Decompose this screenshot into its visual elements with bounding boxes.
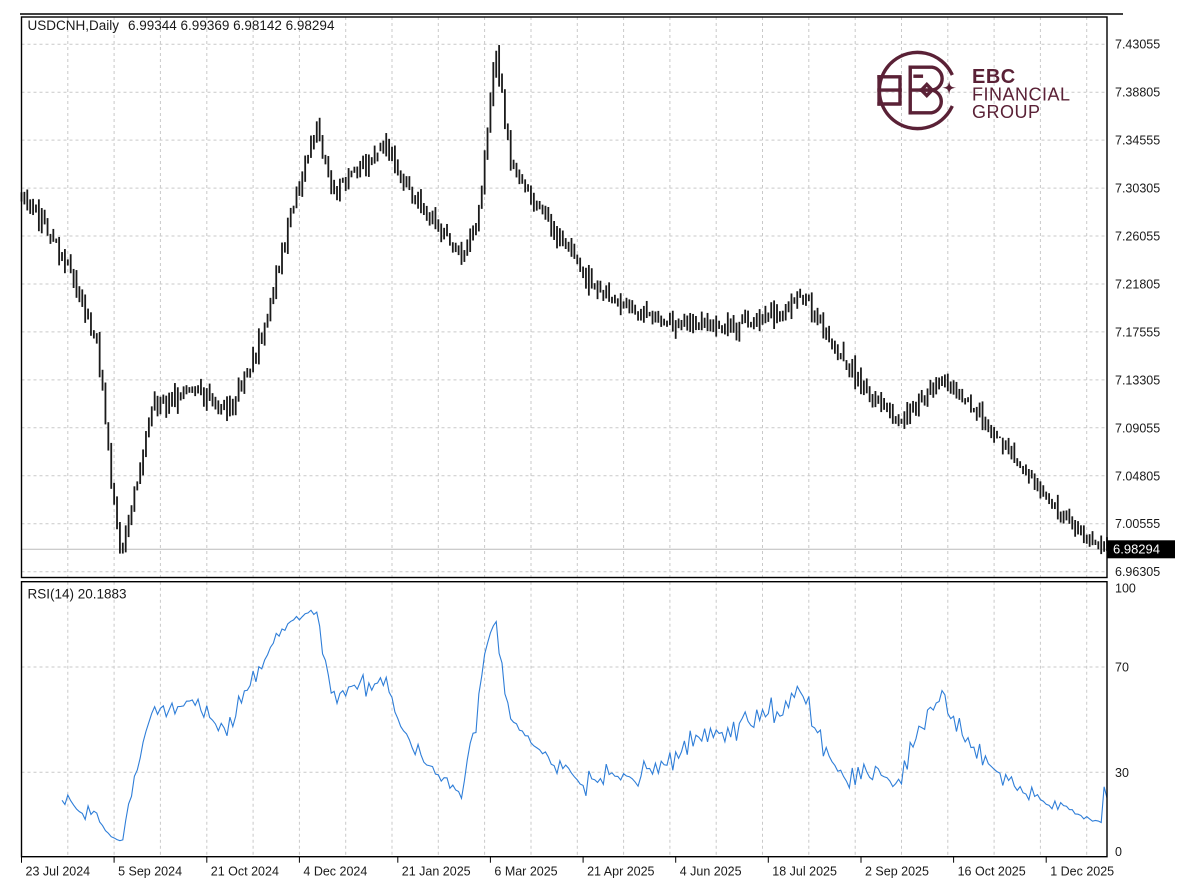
svg-text:4 Dec 2024: 4 Dec 2024 [303,865,367,879]
svg-text:5 Sep 2024: 5 Sep 2024 [118,865,182,879]
svg-text:7.26055: 7.26055 [1115,230,1160,244]
svg-text:1 Dec 2025: 1 Dec 2025 [1050,865,1114,879]
svg-text:4 Jun 2025: 4 Jun 2025 [680,865,742,879]
svg-text:21 Jan 2025: 21 Jan 2025 [402,865,471,879]
svg-text:23 Jul 2024: 23 Jul 2024 [26,865,91,879]
svg-text:7.38805: 7.38805 [1115,86,1160,100]
svg-text:6.98294: 6.98294 [1113,541,1160,556]
svg-text:7.17555: 7.17555 [1115,325,1160,339]
svg-text:7.21805: 7.21805 [1115,278,1160,292]
svg-text:7.09055: 7.09055 [1115,421,1160,435]
svg-text:2 Sep 2025: 2 Sep 2025 [865,865,929,879]
svg-text:21 Apr 2025: 21 Apr 2025 [587,865,654,879]
svg-text:RSI(14) 20.1883: RSI(14) 20.1883 [28,587,127,602]
svg-text:USDCNH,Daily: USDCNH,Daily [28,18,120,33]
svg-text:16 Oct 2025: 16 Oct 2025 [958,865,1026,879]
svg-text:30: 30 [1115,766,1129,780]
svg-text:21 Oct 2024: 21 Oct 2024 [211,865,279,879]
svg-text:0: 0 [1115,845,1122,859]
svg-text:6.99344 6.99369 6.98142 6.9829: 6.99344 6.99369 6.98142 6.98294 [128,18,335,33]
svg-text:7.43055: 7.43055 [1115,38,1160,52]
svg-text:70: 70 [1115,661,1129,675]
svg-text:18 Jul 2025: 18 Jul 2025 [772,865,837,879]
svg-text:7.04805: 7.04805 [1115,469,1160,483]
svg-text:GROUP: GROUP [972,102,1041,122]
svg-text:6.96305: 6.96305 [1115,565,1160,579]
svg-text:100: 100 [1115,582,1136,596]
svg-text:7.00555: 7.00555 [1115,517,1160,531]
svg-text:7.30305: 7.30305 [1115,182,1160,196]
svg-text:6 Mar 2025: 6 Mar 2025 [494,865,557,879]
svg-text:7.13305: 7.13305 [1115,373,1160,387]
svg-text:7.34555: 7.34555 [1115,134,1160,148]
